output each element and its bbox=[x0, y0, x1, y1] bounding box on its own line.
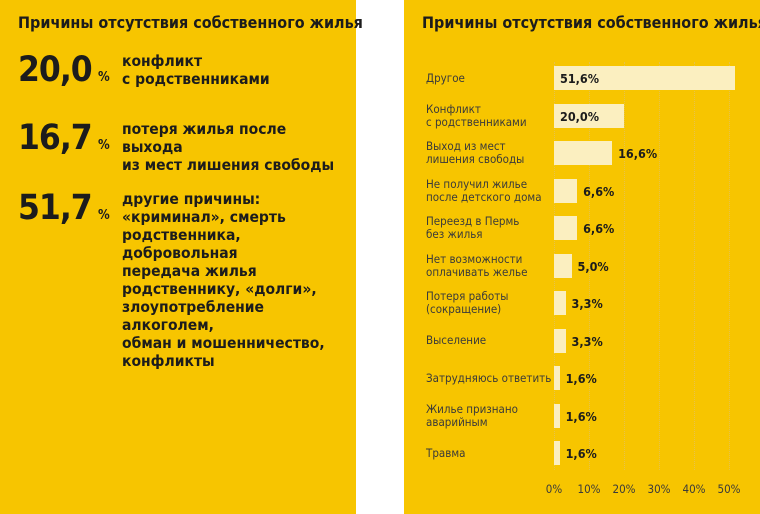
x-tick-label: 30% bbox=[647, 482, 671, 496]
category-label: Не получил жилье после детского дома bbox=[426, 176, 542, 204]
bar bbox=[554, 366, 560, 390]
category-label: Нет возможности оплачивать желье bbox=[426, 251, 528, 279]
category-label: Выселение bbox=[426, 333, 487, 347]
bar bbox=[554, 253, 572, 278]
bar-value-label: 6,6% bbox=[583, 221, 615, 236]
bar-value-label: 16,6% bbox=[618, 146, 658, 161]
x-tick-label: 50% bbox=[717, 482, 741, 496]
stat-description: потеря жилья после выхода из мест лишени… bbox=[122, 120, 335, 174]
gridline bbox=[729, 62, 730, 470]
stat-description: другие причины: «криминал», смерть родст… bbox=[122, 190, 325, 370]
chart-title: Причины отсутствия собственного жилья bbox=[422, 13, 760, 32]
chart-panel: Причины отсутствия собственного жилья 0%… bbox=[404, 0, 760, 514]
category-label: Жилье признано аварийным bbox=[426, 401, 518, 429]
stat-value: 20,0 bbox=[18, 50, 93, 90]
stat-value: 51,7 bbox=[18, 188, 93, 228]
stat-unit: % bbox=[98, 208, 110, 223]
stats-panel-title: Причины отсутствия собственного жилья bbox=[18, 13, 363, 32]
category-label: Конфликт с родственниками bbox=[426, 101, 527, 129]
x-tick-label: 10% bbox=[577, 482, 601, 496]
bar-value-label: 51,6% bbox=[560, 71, 600, 86]
gridline bbox=[624, 62, 625, 470]
category-label: Выход из мест лишения свободы bbox=[426, 139, 525, 166]
bar-value-label: 20,0% bbox=[560, 108, 600, 124]
x-tick-label: 20% bbox=[612, 482, 636, 496]
bar-value-label: 1,6% bbox=[565, 446, 597, 461]
bar bbox=[554, 216, 578, 240]
stat-unit: % bbox=[98, 138, 110, 153]
bar-value-label: 1,6% bbox=[565, 371, 597, 386]
bar-value-label: 5,0% bbox=[577, 258, 609, 274]
x-tick-label: 0% bbox=[545, 482, 563, 496]
bar-value-label: 1,6% bbox=[565, 408, 597, 424]
gridline bbox=[659, 62, 660, 470]
stat-description: конфликт с родственниками bbox=[122, 52, 270, 88]
stats-panel: Причины отсутствия собственного жилья 20… bbox=[0, 0, 363, 514]
category-label: Затрудняюсь ответить bbox=[426, 370, 552, 385]
bar-value-label: 3,3% bbox=[571, 333, 603, 349]
bar-value-label: 6,6% bbox=[583, 183, 615, 199]
bar bbox=[554, 441, 560, 465]
bar bbox=[554, 141, 613, 165]
bar bbox=[554, 103, 624, 128]
gridline bbox=[694, 62, 695, 470]
stat-value: 16,7 bbox=[18, 118, 93, 158]
bar-value-label: 3,3% bbox=[571, 296, 603, 311]
bar bbox=[554, 403, 560, 428]
bar bbox=[554, 291, 566, 315]
bar bbox=[554, 66, 735, 90]
x-tick-label: 40% bbox=[682, 482, 706, 496]
category-label: Другое bbox=[426, 70, 465, 85]
category-label: Переезд в Пермь без жилья bbox=[426, 214, 520, 241]
category-label: Потеря работы (сокращение) bbox=[426, 289, 509, 316]
bar bbox=[554, 178, 578, 203]
category-label: Травма bbox=[426, 445, 466, 460]
bar bbox=[554, 328, 566, 353]
stat-unit: % bbox=[98, 70, 110, 85]
gridline bbox=[589, 62, 590, 470]
